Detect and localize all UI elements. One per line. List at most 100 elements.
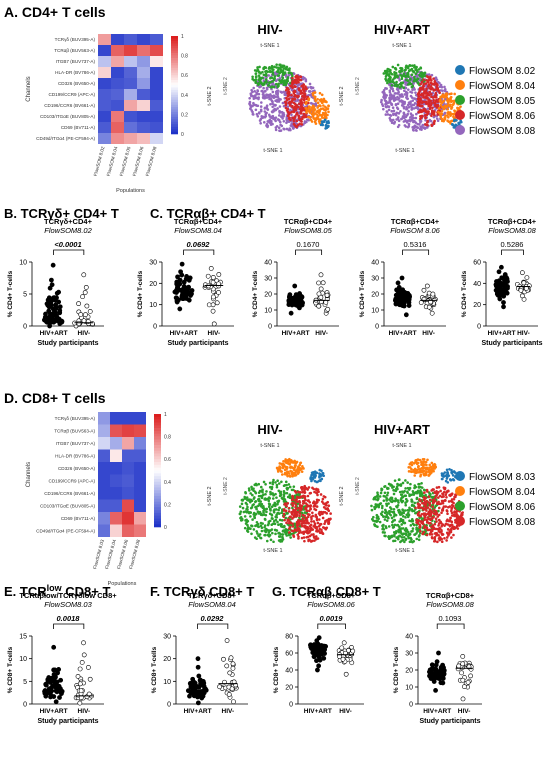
tsne-left-axis-label: t-SNE 2 <box>207 486 213 505</box>
data-point-hiv-neg <box>230 661 236 667</box>
tsne-cell-dot <box>265 507 269 511</box>
heatmap-cell <box>111 122 124 133</box>
data-point-hiv-art <box>52 295 57 301</box>
heatmap-cell <box>137 45 150 56</box>
heatmap-cell <box>134 487 146 500</box>
tsne-cell-dot <box>414 68 417 72</box>
tsne-cell-dot <box>256 532 259 535</box>
tsne-cell-dot <box>271 480 275 484</box>
data-point-hiv-neg <box>81 652 87 658</box>
tsne-cell-dot <box>260 496 264 500</box>
tsne-cell-dot <box>442 107 446 111</box>
tsne-cell-dot <box>411 126 414 129</box>
tsne-cell-dot <box>432 508 436 512</box>
colorbar-segment <box>154 476 161 480</box>
tsne-cell-dot <box>311 110 315 114</box>
tsne-cell-dot <box>315 537 318 541</box>
tsne-cell-dot <box>274 90 278 94</box>
tsne-cell-dot <box>406 491 409 494</box>
tsne-cell-dot <box>407 105 411 109</box>
tsne-cell-dot <box>401 115 405 118</box>
colorbar-segment <box>154 487 161 491</box>
tsne-cell-dot <box>246 529 249 532</box>
tsne-cell-dot <box>285 121 288 125</box>
section-a-heading: A. CD4+ T cells <box>4 4 106 20</box>
tsne-cell-dot <box>284 79 288 83</box>
tsne-cell-dot <box>321 111 325 115</box>
tsne-cell-dot <box>267 505 271 509</box>
tsne-cell-dot <box>372 497 376 501</box>
tsne-cell-dot <box>292 488 295 492</box>
tsne-cell-dot <box>284 528 288 531</box>
heatmap-cell <box>150 89 163 100</box>
tsne-cell-dot <box>439 103 443 107</box>
tsne-cell-dot <box>300 123 304 126</box>
tsne-cell-dot <box>291 504 295 508</box>
tsne-cell-dot <box>256 89 260 93</box>
tsne-cell-dot <box>303 496 307 500</box>
tsne-cell-dot <box>413 75 416 79</box>
tsne-cell-dot <box>273 75 277 78</box>
tsne-cell-dot <box>274 515 278 519</box>
tsne-cell-dot <box>287 94 291 97</box>
tsne-cell-dot <box>311 94 315 97</box>
tsne-cell-dot <box>433 539 437 543</box>
section-b-heading: B. TCRγδ+ CD4+ T <box>4 206 119 221</box>
tsne-cell-dot <box>310 471 314 475</box>
tsne-cell-dot <box>429 532 432 536</box>
tsne-cell-dot <box>396 98 400 101</box>
y-tick-label: 40 <box>264 260 272 267</box>
colorbar-segment <box>171 97 178 100</box>
tsne-cell-dot <box>429 75 432 79</box>
tsne-cell-dot <box>424 118 427 122</box>
dot-plot-title: TCRαβ+CD4+ <box>391 217 440 226</box>
tsne-cell-dot <box>298 491 302 494</box>
tsne-cell-dot <box>262 82 265 85</box>
tsne-cell-dot <box>444 493 448 497</box>
tsne-cell-dot <box>274 82 278 86</box>
tsne-cell-dot <box>415 78 419 81</box>
colorbar-segment <box>154 510 161 514</box>
tsne-cell-dot <box>254 78 258 82</box>
tsne-cell-dot <box>252 101 255 105</box>
tsne-cell-dot <box>277 468 281 472</box>
y-tick-label: 20 <box>473 302 481 309</box>
tsne-cell-dot <box>406 486 410 490</box>
tsne-cell-dot <box>301 464 304 468</box>
tsne-cell-dot <box>255 112 259 116</box>
tsne-cell-dot <box>294 507 298 511</box>
tsne-cell-dot <box>414 106 418 110</box>
tsne-cell-dot <box>447 103 450 107</box>
heatmap-cd8: TCRγδ (BUV395-A)TCRαβ (BUV563-A)ITGB7 (B… <box>26 412 171 587</box>
tsne-cell-dot <box>393 96 397 100</box>
tsne-cell-dot <box>409 100 412 103</box>
tsne-cell-dot <box>310 120 314 123</box>
tsne-cell-dot <box>374 495 377 499</box>
tsne-cell-dot <box>415 496 419 500</box>
tsne-cell-dot <box>426 516 430 519</box>
y-tick-label: 30 <box>149 260 157 267</box>
tsne-cell-dot <box>254 103 258 107</box>
tsne-cell-dot <box>258 85 261 89</box>
tsne-cell-dot <box>275 125 279 128</box>
tsne-cell-dot <box>268 115 272 118</box>
heatmap-row-label: CD196/CCR6 (BV661-A) <box>44 103 95 108</box>
y-axis-label: % CD4+ T-cells <box>7 270 14 317</box>
tsne-cell-dot <box>382 72 386 75</box>
tsne-cell-dot <box>428 106 432 109</box>
tsne-cell-dot <box>245 503 249 506</box>
tsne-cell-dot <box>419 473 423 477</box>
heatmap-cell <box>98 34 111 45</box>
colorbar-segment <box>154 439 161 443</box>
tsne-cell-dot <box>410 104 413 108</box>
tsne-cell-dot <box>421 520 425 524</box>
p-value-label: 0.5316 <box>404 240 427 249</box>
tsne-cell-dot <box>286 77 289 81</box>
legend-label: FlowSOM 8.03 <box>469 472 536 483</box>
tsne-cell-dot <box>427 495 431 498</box>
tsne-cell-dot <box>388 509 391 513</box>
tsne-cell-dot <box>417 465 420 469</box>
colorbar-tick-label: 0.6 <box>181 73 188 79</box>
tsne-cell-dot <box>415 461 418 464</box>
tsne-cell-dot <box>390 72 394 76</box>
